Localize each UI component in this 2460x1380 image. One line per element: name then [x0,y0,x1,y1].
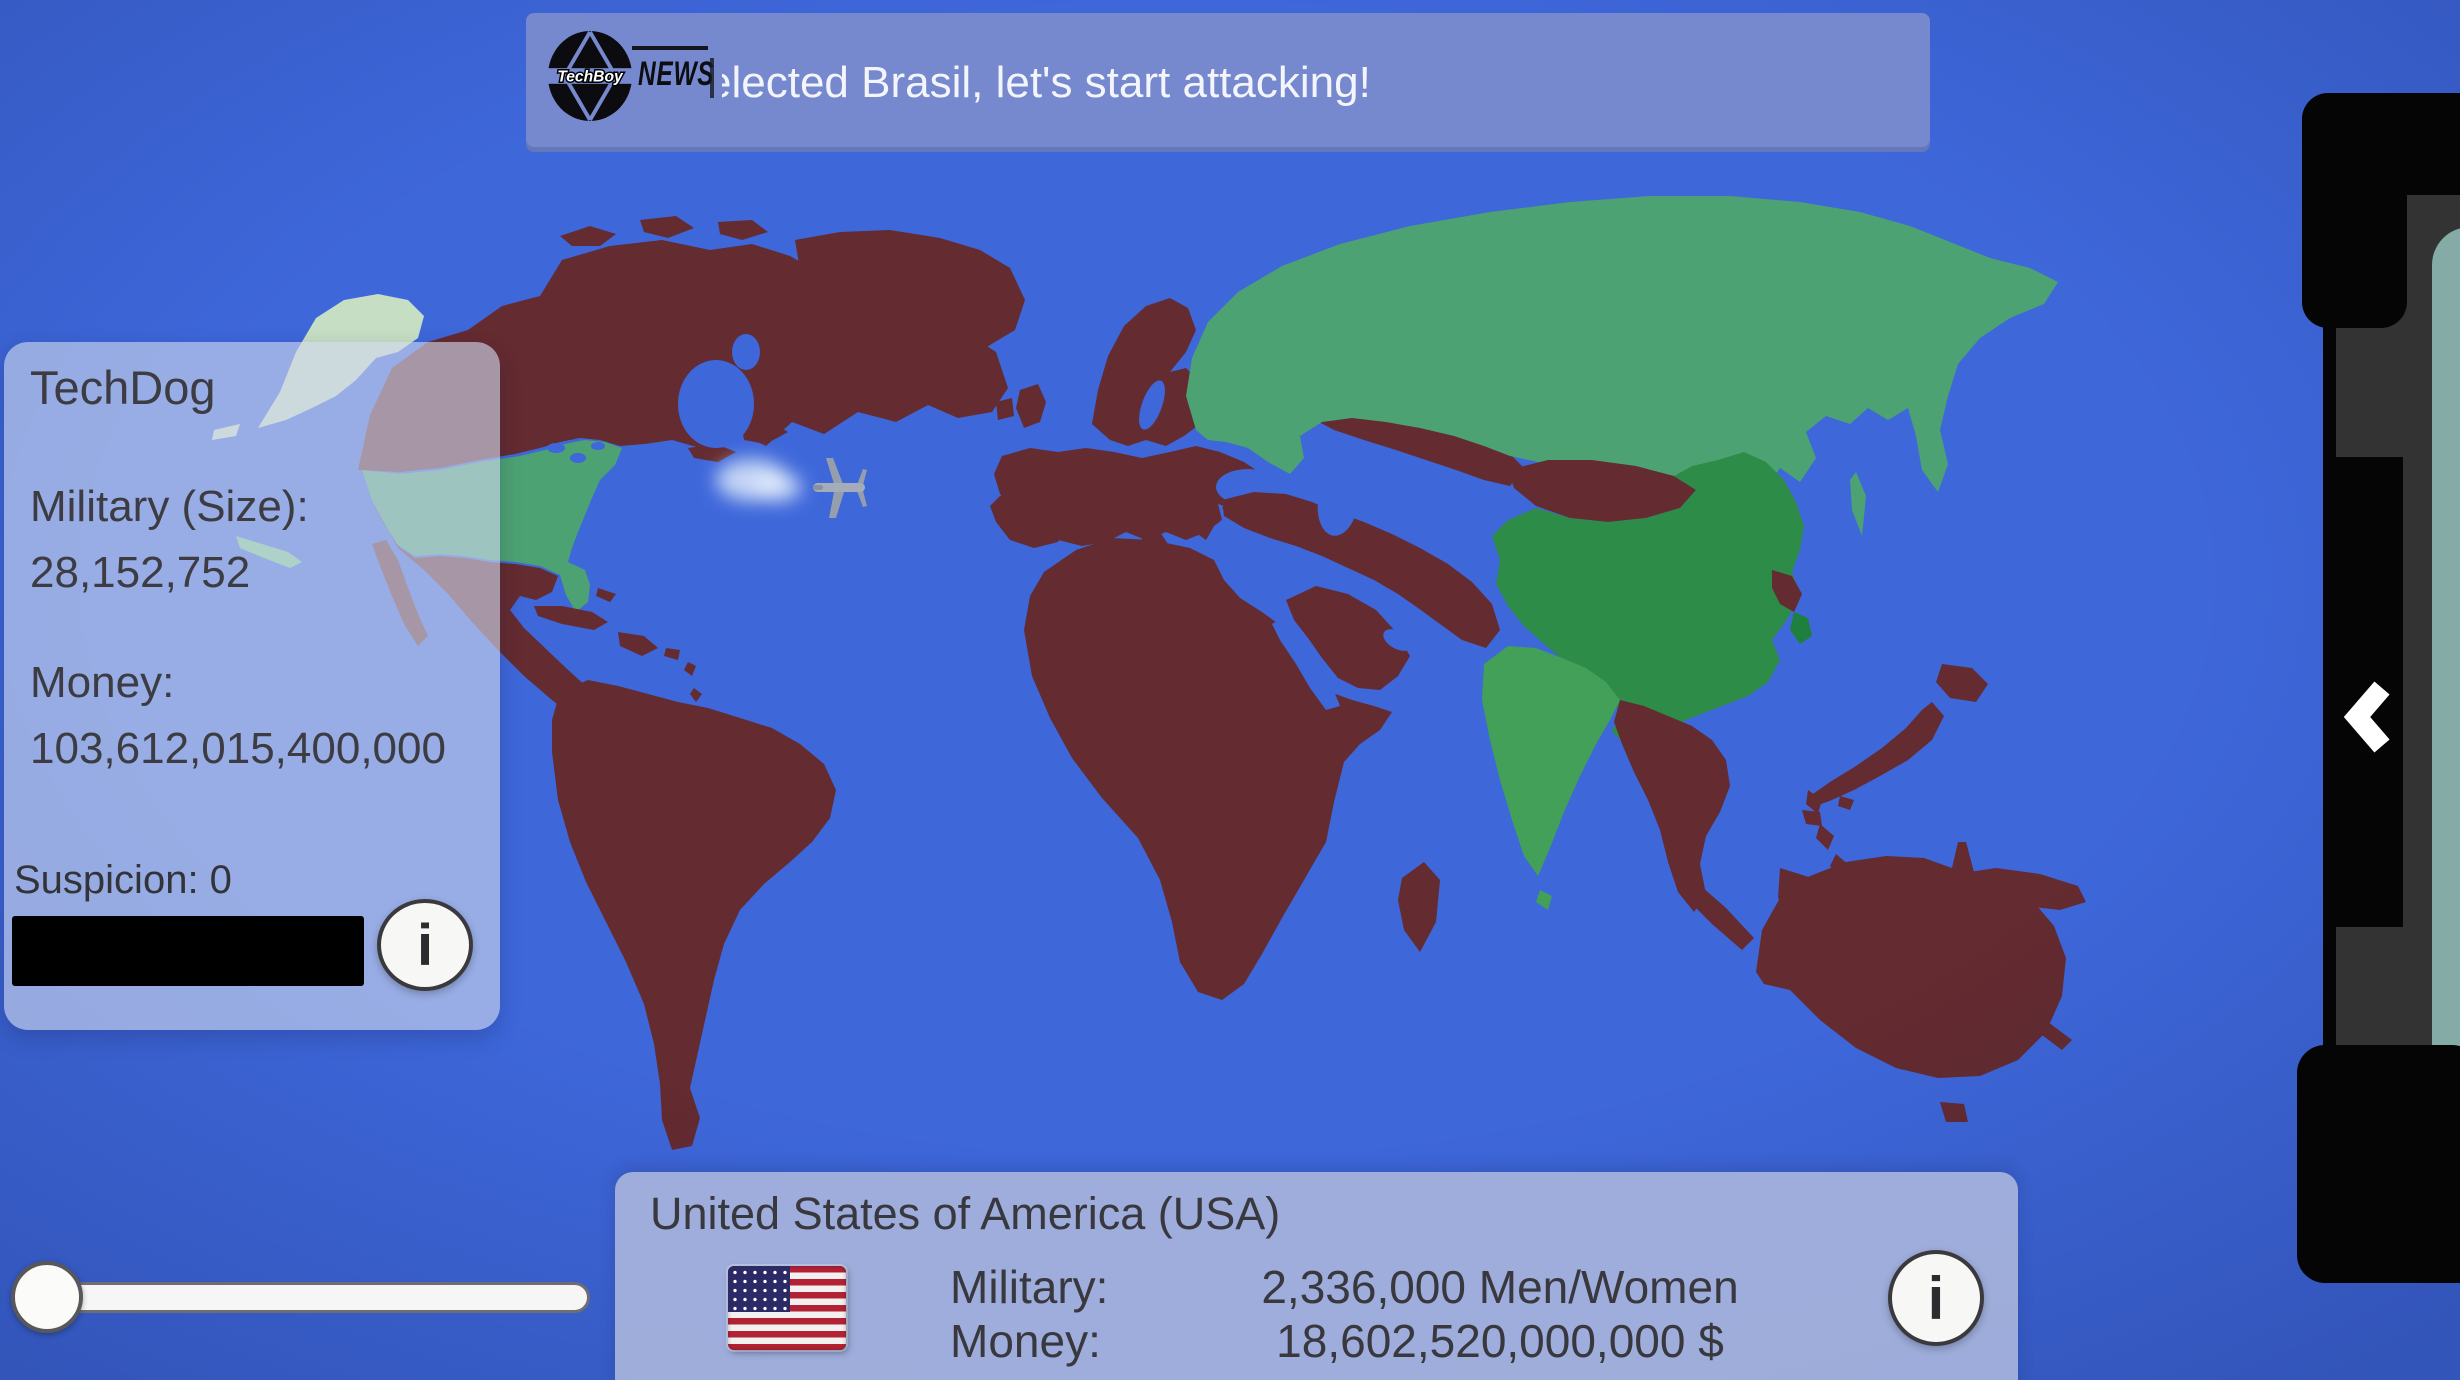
phone-bottom-block [2297,1045,2460,1283]
phone-open-button[interactable] [2336,457,2403,927]
country-info-button[interactable]: i [1888,1250,1984,1346]
country-title: United States of America (USA) [650,1188,1281,1239]
phone-top-block [2302,93,2407,328]
logo-news-wordmark: NEWS [638,55,715,93]
game-slider-thumb[interactable] [11,1261,83,1333]
chevron-left-icon [2343,681,2390,753]
info-icon: i [416,912,434,978]
cloud-sprite [716,459,802,502]
news-banner: TechBoy NEWS elected Brasil, let's start… [526,13,1930,152]
country-money-value: 18,602,520,000,000 $ [1276,1315,1724,1367]
player-name: TechDog [30,361,216,414]
player-military-label: Military (Size): [30,482,309,531]
phone-screen [2432,227,2460,1146]
player-stats-panel: TechDog Military (Size): 28,152,752 Mone… [4,342,500,1030]
game-slider-track[interactable] [24,1282,590,1313]
svg-text:TechBoy: TechBoy [557,68,624,85]
suspicion-meter [12,916,364,986]
country-money-label: Money: [950,1315,1101,1367]
logo-separator [710,58,714,98]
flag-canton [728,1266,790,1312]
techboy-news-logo-icon: TechBoy [545,30,635,122]
news-ticker-area: elected Brasil, let's start attacking! [722,13,1920,152]
player-military-value: 28,152,752 [30,548,251,597]
info-icon: i [1927,1264,1945,1332]
airplane-icon [813,458,867,518]
country-info-panel: United States of America (USA) Military:… [615,1172,2018,1380]
usa-flag-icon [728,1266,846,1350]
player-money-label: Money: [30,658,175,707]
logo-divider-line [632,46,708,50]
country-military-label: Military: [950,1261,1109,1313]
suspicion-label: Suspicion: 0 [14,858,232,902]
country-military-value: 2,336,000 Men/Women [1261,1261,1739,1313]
news-ticker-text: elected Brasil, let's start attacking! [722,57,1371,107]
player-money-value: 103,612,015,400,000 [30,724,446,773]
player-info-button[interactable]: i [377,899,473,991]
